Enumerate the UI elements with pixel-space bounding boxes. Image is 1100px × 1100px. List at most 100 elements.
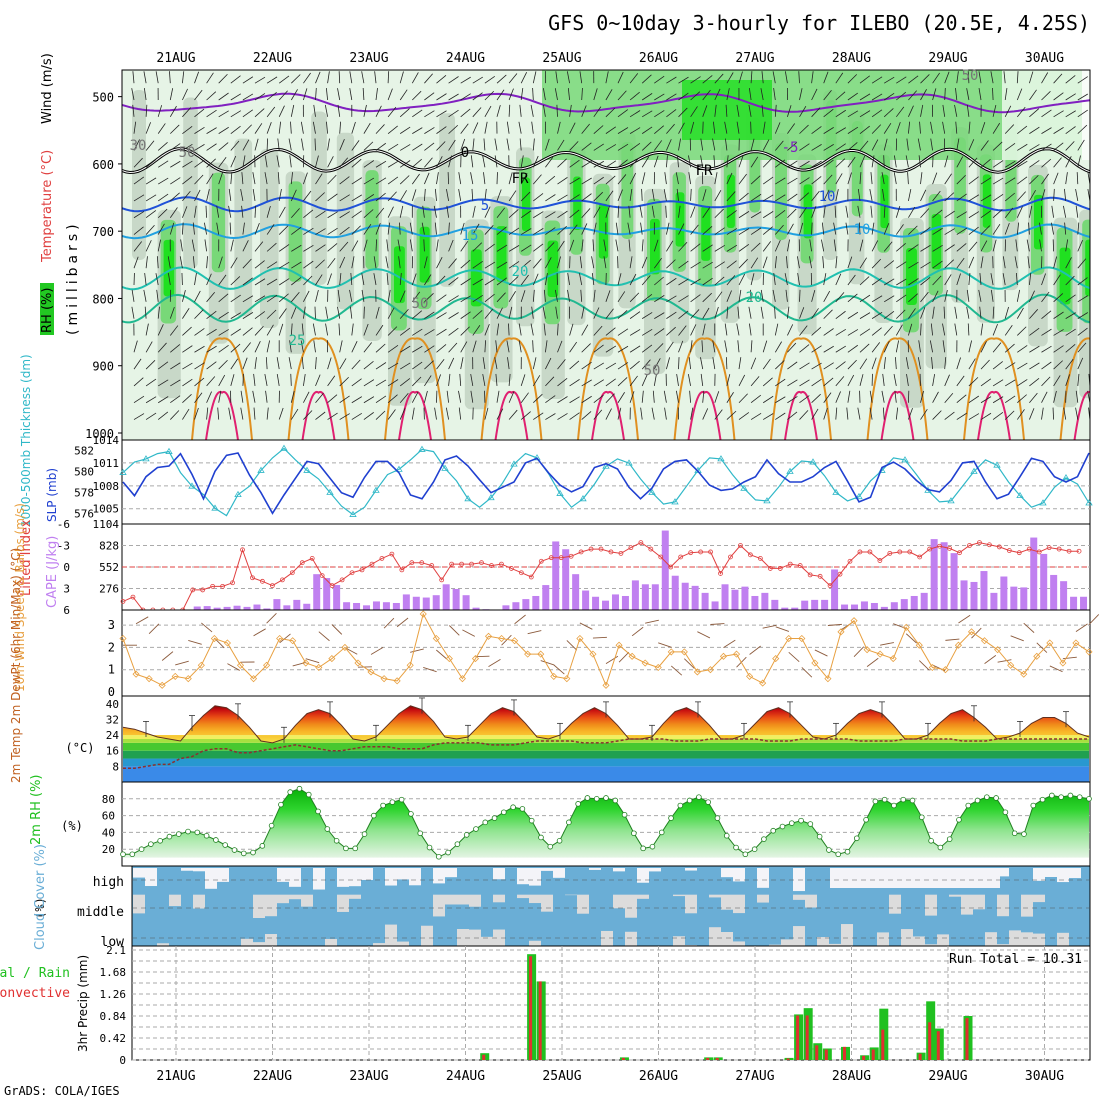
wind-barb [617, 309, 628, 319]
wind-barb [835, 273, 842, 286]
cloud-gap [841, 924, 853, 946]
wind-barb [252, 390, 256, 403]
wind-barb [1004, 143, 1016, 151]
wind-barb [373, 273, 377, 286]
rh-point [1086, 795, 1092, 802]
wind-barb [1029, 190, 1036, 202]
thickness-point [188, 482, 196, 489]
wind-barb [157, 239, 161, 252]
precip-tick: 0.42 [100, 1032, 127, 1045]
wind-barb [531, 306, 534, 319]
wind-barb [520, 191, 531, 202]
wind-barb [436, 257, 443, 269]
wind-barb [847, 110, 859, 118]
wind-barb [617, 273, 622, 286]
cape-bar [392, 602, 400, 610]
wind-barb [569, 224, 578, 235]
wind-barb [569, 122, 576, 134]
wind-barb [581, 142, 592, 151]
wind-barb [980, 359, 990, 370]
wind-barb [300, 340, 304, 353]
wind-barb [424, 157, 433, 168]
wind-barb [470, 373, 474, 386]
wind-speed-point [667, 648, 675, 656]
wind-barb [835, 173, 843, 185]
wind-barb [375, 239, 377, 252]
rh-patch-saturated [163, 239, 175, 297]
rh-upper-saturated [682, 80, 772, 140]
wind-barb [339, 376, 349, 387]
wind-barb [581, 123, 590, 134]
wind-barb [678, 76, 689, 84]
lifted-index-point [1026, 546, 1032, 552]
wind-speed-path [122, 612, 1090, 687]
rh-point [491, 815, 498, 821]
wind-barb [1077, 327, 1088, 336]
temperature-axis-title: 2m Temp 2m DewPt (6hr Min/Max) (°C) [9, 548, 23, 783]
wind-barb [194, 362, 205, 370]
cape-bar [1060, 581, 1068, 610]
wind-barb [387, 222, 391, 235]
wind-barb [895, 340, 900, 353]
temperature-tick: 40 [106, 698, 119, 711]
wind-barb [145, 240, 152, 252]
wind-barb [448, 222, 450, 235]
wind-barb [581, 324, 589, 336]
surface-barb [253, 628, 266, 637]
wind-barb [145, 122, 152, 134]
wind-barb [218, 311, 229, 319]
wind-barb [724, 340, 728, 353]
wind-barb [690, 224, 699, 235]
cape-bar [811, 599, 819, 610]
lifted-index-point [588, 546, 594, 552]
wind-speed-point [315, 663, 323, 672]
wind-barb [424, 390, 428, 403]
rh-point [928, 837, 934, 844]
wind-barb [1041, 91, 1051, 101]
rh-point [751, 846, 758, 852]
wind-barb [762, 358, 771, 370]
wind-barb [472, 242, 483, 252]
surface-barb [814, 649, 828, 657]
pressure-tick: 900 [92, 360, 114, 374]
rh-point [733, 844, 739, 851]
bottom-date-label: 27AUG [735, 1069, 774, 1084]
wind-barb [1016, 409, 1025, 420]
wind-barb [1017, 394, 1027, 404]
wind-barb [908, 261, 919, 269]
wind-barb [339, 395, 350, 404]
wind-barb [545, 395, 556, 404]
wind-speed-point [1059, 659, 1067, 667]
wind-barb [750, 156, 759, 168]
wind-barb [399, 308, 409, 319]
wind-barb [641, 74, 652, 84]
wind-barb [690, 188, 692, 201]
wind-barb [579, 71, 583, 84]
wind-barb [857, 205, 861, 218]
wind-barb [339, 211, 350, 219]
wind-barb [847, 374, 855, 387]
thickness-point [510, 460, 518, 467]
wind-barb [218, 374, 226, 387]
bottom-date-label: 24AUG [446, 1069, 485, 1084]
wind-barb [593, 88, 598, 101]
wind-barb [1004, 88, 1008, 101]
wind-barb [557, 396, 568, 404]
wind-barb [436, 156, 443, 168]
wind-barb [242, 258, 252, 269]
wind-barb [399, 126, 411, 134]
wind-barb [992, 193, 1004, 202]
wind-barb [375, 343, 386, 353]
wind-barb [869, 188, 873, 201]
wind-barb [412, 109, 423, 118]
wind-barb [290, 390, 295, 403]
lifted-index-point [728, 554, 733, 560]
wind-barb [436, 141, 446, 151]
wind-speed-point [706, 666, 714, 674]
wind-barb [992, 396, 1004, 404]
wind-barb [315, 173, 323, 185]
wind-barb [797, 273, 800, 286]
wind-barb [278, 293, 289, 303]
